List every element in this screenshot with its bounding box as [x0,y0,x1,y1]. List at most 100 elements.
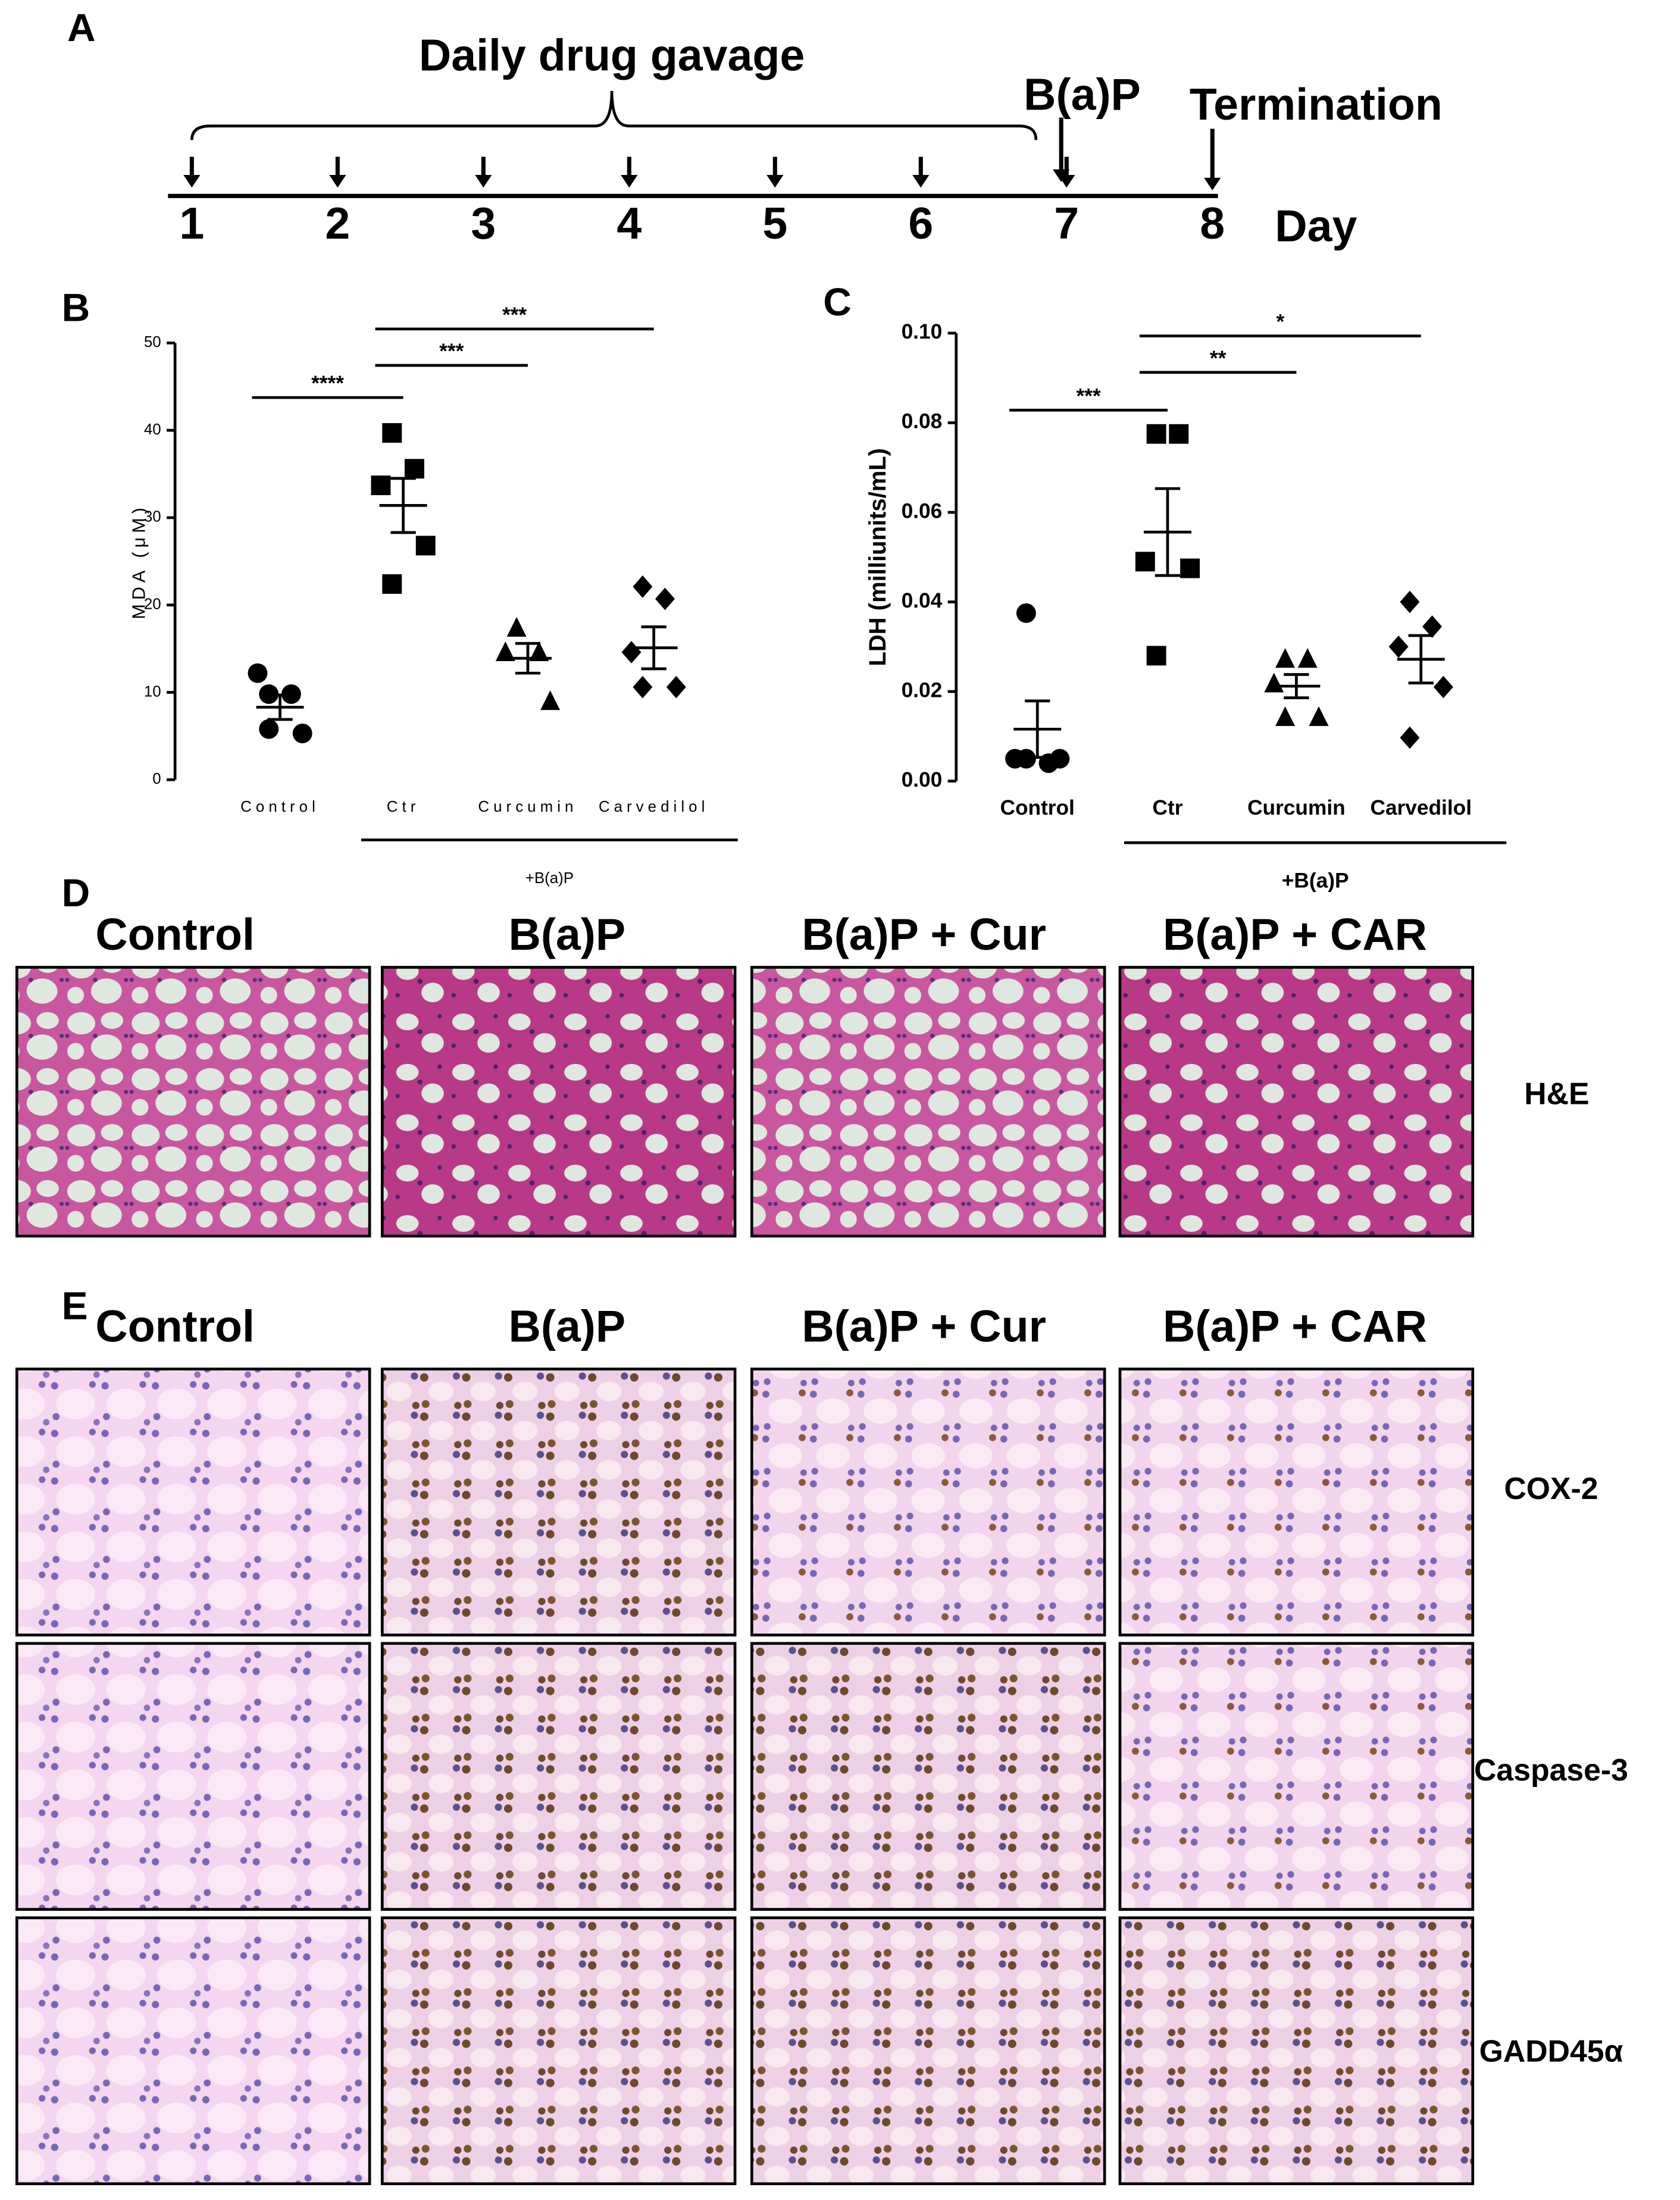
brace [190,90,1038,140]
y-axis-label: LDH (milliunits/mL) [865,448,891,666]
micrograph [750,1367,1106,1636]
point [633,675,653,699]
y-tick-label: 0.06 [902,499,943,522]
column-header: B(a)P [509,1301,626,1351]
timeline: 1 2 3 4 5 6 7 8 [179,117,1225,248]
point [621,641,642,664]
x-tick-label: Control [1000,796,1075,819]
end-label: Termination [1190,79,1443,129]
y-tick-label: 0.10 [902,320,943,343]
point [495,641,515,661]
micrograph [15,1367,371,1636]
point [1275,706,1296,726]
charts: 0 10 20 30 40 50 MDA (μM) Control Ctr Curcumin Car… [129,303,1507,892]
point [506,616,527,637]
micrograph [1118,966,1475,1238]
exposure-label: B(a)P [1024,70,1141,120]
y-tick-label: 0 [152,771,161,787]
arrow-head [1053,169,1070,182]
error-bar [641,625,667,671]
point [633,575,653,598]
point [371,475,391,496]
significance-label: *** [1076,384,1100,408]
point [1050,749,1070,769]
column-header: B(a)P + CAR [1163,1301,1427,1351]
micrograph [380,1642,737,1911]
error-bar [1155,487,1181,577]
panel-label: C [823,280,852,324]
point [1433,675,1453,699]
arrow-head [1204,177,1221,190]
arrow-head [475,175,492,188]
point [540,690,561,711]
group-label: +B(a)P [1282,869,1349,892]
arrow-head [621,175,638,188]
x-tick-label: Ctr [1152,796,1182,819]
panel-label: E [62,1284,88,1328]
day-tick-label: 7 [1054,198,1079,248]
error-bar [390,477,416,534]
row-label: Caspase-3 [1474,1753,1628,1787]
row-label: H&E [1524,1076,1589,1111]
significance-label: * [1276,311,1284,334]
day-tick-label: 5 [762,198,787,248]
arrow-head [767,175,784,188]
x-tick-label: Curcumin [478,799,577,815]
point [404,459,424,479]
point [1180,558,1200,578]
point [666,675,686,699]
y-tick-label: 10 [144,683,161,700]
day-label: Day [1275,201,1357,251]
point [1169,424,1189,444]
x-tick-label: Control [240,799,320,815]
column-header: B(a)P [509,909,626,959]
point [1135,552,1155,572]
y-tick-label: 0.02 [902,678,943,702]
micrograph [750,966,1106,1238]
error-bar [1284,673,1309,699]
significance-label: *** [439,340,464,363]
error-bar [1408,634,1434,685]
arrow-head [912,175,930,188]
point [382,574,402,594]
error-bar [515,641,541,675]
x-tick-label: Ctr [387,799,420,815]
column-header: B(a)P + Cur [802,909,1046,959]
micrograph [380,966,737,1238]
micrograph [15,1916,371,2186]
panel-label: D [62,871,90,915]
error-bar [1025,699,1050,759]
row-label: GADD45α [1479,2034,1623,2068]
micrograph [750,1642,1106,1911]
point [655,587,675,611]
micrograph [15,966,371,1238]
point [1400,726,1420,749]
point [292,724,312,743]
day-tick-label: 2 [325,198,350,248]
y-tick-label: 0.04 [902,589,943,612]
micrograph [380,1916,737,2186]
point [1309,706,1329,726]
day-tick-label: 6 [908,198,933,248]
micrograph [1118,1916,1475,2186]
day-tick-label: 1 [179,198,204,248]
day-tick-label: 3 [471,198,496,248]
panel-label: B [62,286,90,330]
row-label: COX-2 [1504,1471,1598,1506]
y-tick-label: 0.00 [902,768,943,791]
y-tick-label: 50 [144,334,161,351]
point [259,719,279,739]
day-tick-label: 8 [1200,198,1225,248]
point [1146,424,1166,444]
column-header: B(a)P + CAR [1163,909,1427,959]
significance-label: *** [502,303,527,327]
arrow-head [329,175,346,188]
x-tick-label: Curcumin [1247,796,1346,819]
y-tick-label: 20 [144,596,161,613]
micrograph [15,1642,371,1911]
column-header: B(a)P + Cur [802,1301,1046,1351]
point [1275,648,1296,668]
panel-label: A [67,5,96,49]
